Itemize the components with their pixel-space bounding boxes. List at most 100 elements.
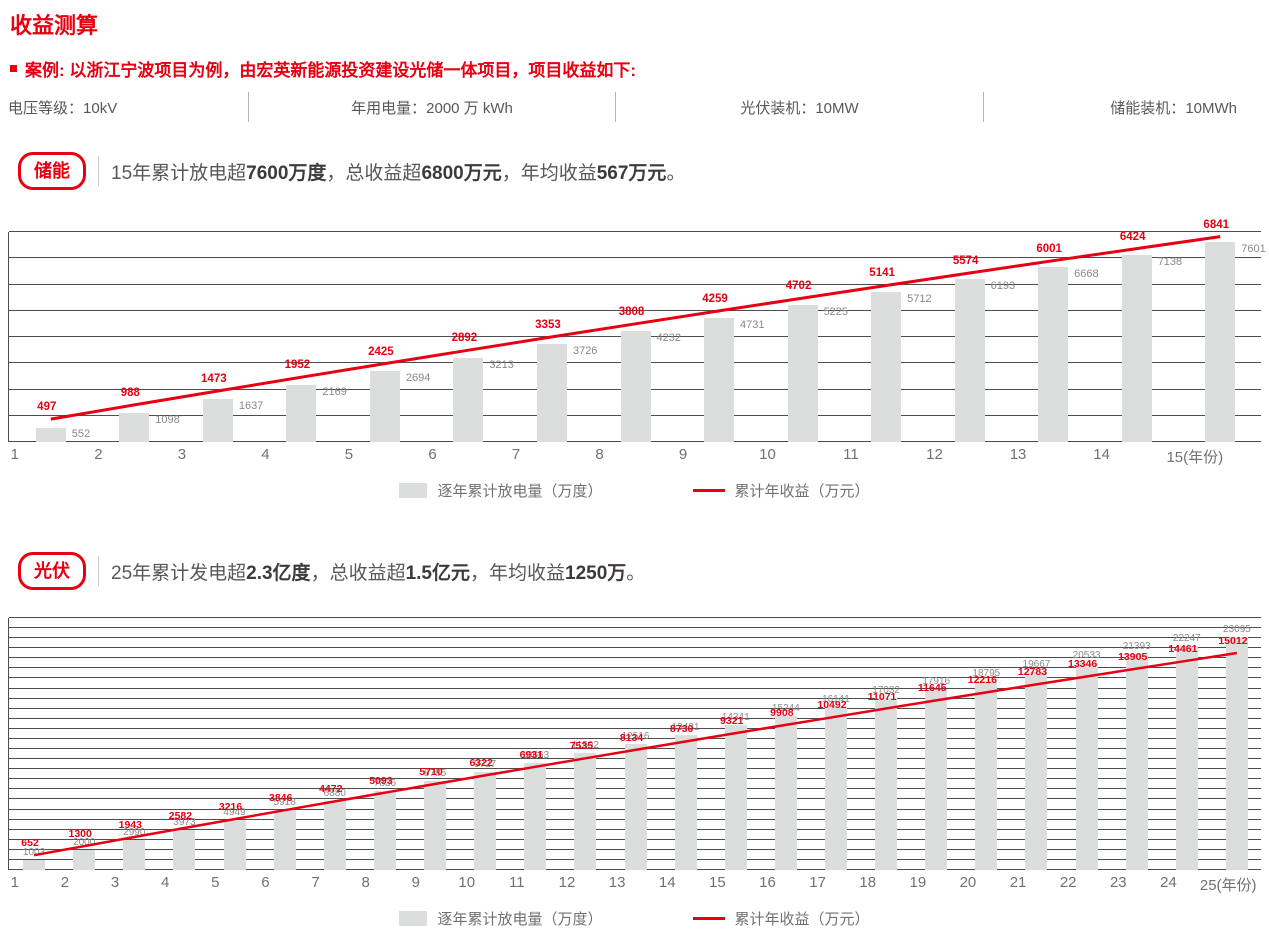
bar [73,849,96,870]
line-value-label: 10492 [817,698,847,711]
bar-value-label: 7836 [373,778,397,790]
x-tick-label: 10 [759,446,776,463]
bar [424,781,447,870]
bar-value-label: 18795 [972,667,1001,679]
grid-line [9,687,1261,689]
legend-label: 累计年收益（万元） [734,911,870,928]
x-tick-label: 1 [10,446,20,463]
bar [373,791,396,870]
line-swatch-icon [692,489,725,492]
grid-line [9,627,1261,629]
bar [524,762,547,870]
text: ，总收益超 [326,162,422,184]
divider [98,156,99,186]
line-value-label: 14461 [1168,642,1198,655]
bar [871,292,902,442]
x-tick-label: 3 [177,446,187,463]
line-value-label: 9321 [720,715,744,728]
line-value-label: 12783 [1017,666,1048,679]
storage-chart-plot: 552 1098 1637 2169 2694 3213 3726 4232 4731 5225 5… [8,219,1266,442]
line-value-label: 5710 [419,765,443,778]
bar-value-label: 12516 [621,730,650,742]
grid-line [9,231,1261,232]
line-value-label: 13346 [1067,658,1098,671]
grid-line [9,637,1261,639]
line-value-label: 13905 [1118,650,1148,663]
storage-chart: 552 1098 1637 2169 2694 3213 3726 4232 4731 5225 5… [8,219,1266,501]
bar-value-label: 1098 [155,414,180,427]
highlight-number: 6800万元 [421,162,502,184]
line-value-label: 11071 [867,690,897,703]
line-value-label: 9908 [770,706,794,719]
line-value-label: 12216 [967,674,997,687]
x-tick-label: 25(年份) [1199,877,1257,894]
bar [369,371,400,442]
legend-item-bars: 逐年累计放电量（万度） [399,480,603,501]
bar [23,859,46,870]
line-value-label: 4472 [319,783,343,796]
x-tick-label: 2 [94,446,103,463]
line-value-label: 4259 [702,292,728,305]
bar [1075,663,1098,870]
line-value-label: 11645 [917,682,947,695]
line-value-label: 6841 [1203,218,1230,231]
bar [574,753,597,870]
bar-value-label: 17032 [872,685,900,697]
bar-value-label: 13431 [671,721,700,733]
bar-swatch-icon [399,483,428,498]
bar-value-label: 2000 [73,836,96,848]
bar-value-label: 22247 [1172,632,1201,644]
grid-line [9,647,1261,649]
bar-value-label: 14341 [721,712,750,724]
x-tick-label: 21 [1009,874,1027,891]
line-value-label: 15012 [1218,635,1248,648]
x-tick-label: 7 [511,446,521,463]
bar [975,680,998,870]
text: 25年累计发电超 [111,562,247,584]
line-value-label: 2892 [451,332,478,345]
trend-line [33,651,1238,857]
x-tick-label: 8 [595,446,604,463]
grid-line [9,283,1261,285]
line-value-label: 652 [21,837,39,850]
highlight-number: 7600万度 [246,162,327,184]
bar-value-label: 552 [71,428,91,440]
x-tick-label: 8 [361,874,370,891]
bar [223,820,246,870]
project-info-bar: 电压等级：10kV 年用电量：2000 万 kWh 光伏装机：10MW 储能装机… [0,92,1269,122]
line-value-label: 8730 [669,723,694,736]
text: 。 [666,162,686,184]
bar [273,810,296,870]
bar-value-label: 16141 [822,694,850,706]
x-tick-label: 7 [311,874,320,891]
x-tick-label: 19 [909,874,927,891]
line-value-label: 7535 [569,740,594,753]
bar-value-label: 15244 [771,703,800,715]
line-value-label: 3808 [618,305,645,318]
x-tick-label: 2 [60,874,70,891]
bar-value-label: 5918 [273,797,296,809]
bar-swatch-icon [399,911,428,926]
bar-value-label: 1637 [238,400,264,413]
storage-section-header: 储能 15年累计放电超7600万度，总收益超6800万元，年均收益567万元。 [18,152,685,190]
text: 。 [626,562,646,584]
pv-badge: 光伏 [18,552,86,590]
info-storage-label: 储能装机： [1110,99,1186,117]
bar-value-label: 10663 [521,749,550,761]
x-tick-label: 12 [926,446,943,463]
pv-chart: 1003 2000 2990 3973 4949 5918 6880 7836 8785 9727… [8,617,1261,929]
bar [1038,266,1069,442]
highlight-number: 2.3亿度 [246,562,311,584]
bar [1225,637,1248,870]
line-value-label: 3216 [218,801,243,814]
bar-value-label: 5225 [823,305,849,318]
bar [620,330,651,442]
bar [202,399,233,442]
storage-chart-x-axis: 1 2 3 4 5 6 7 8 9 10 11 12 13 14 15(年份) [8,446,1261,468]
line-value-label: 6001 [1036,242,1062,255]
x-tick-label: 22 [1059,874,1077,891]
line-value-label: 6931 [519,748,543,761]
legend-item-line: 累计年收益（万元） [692,480,870,501]
grid-line [9,727,1261,729]
bar [1125,654,1148,870]
